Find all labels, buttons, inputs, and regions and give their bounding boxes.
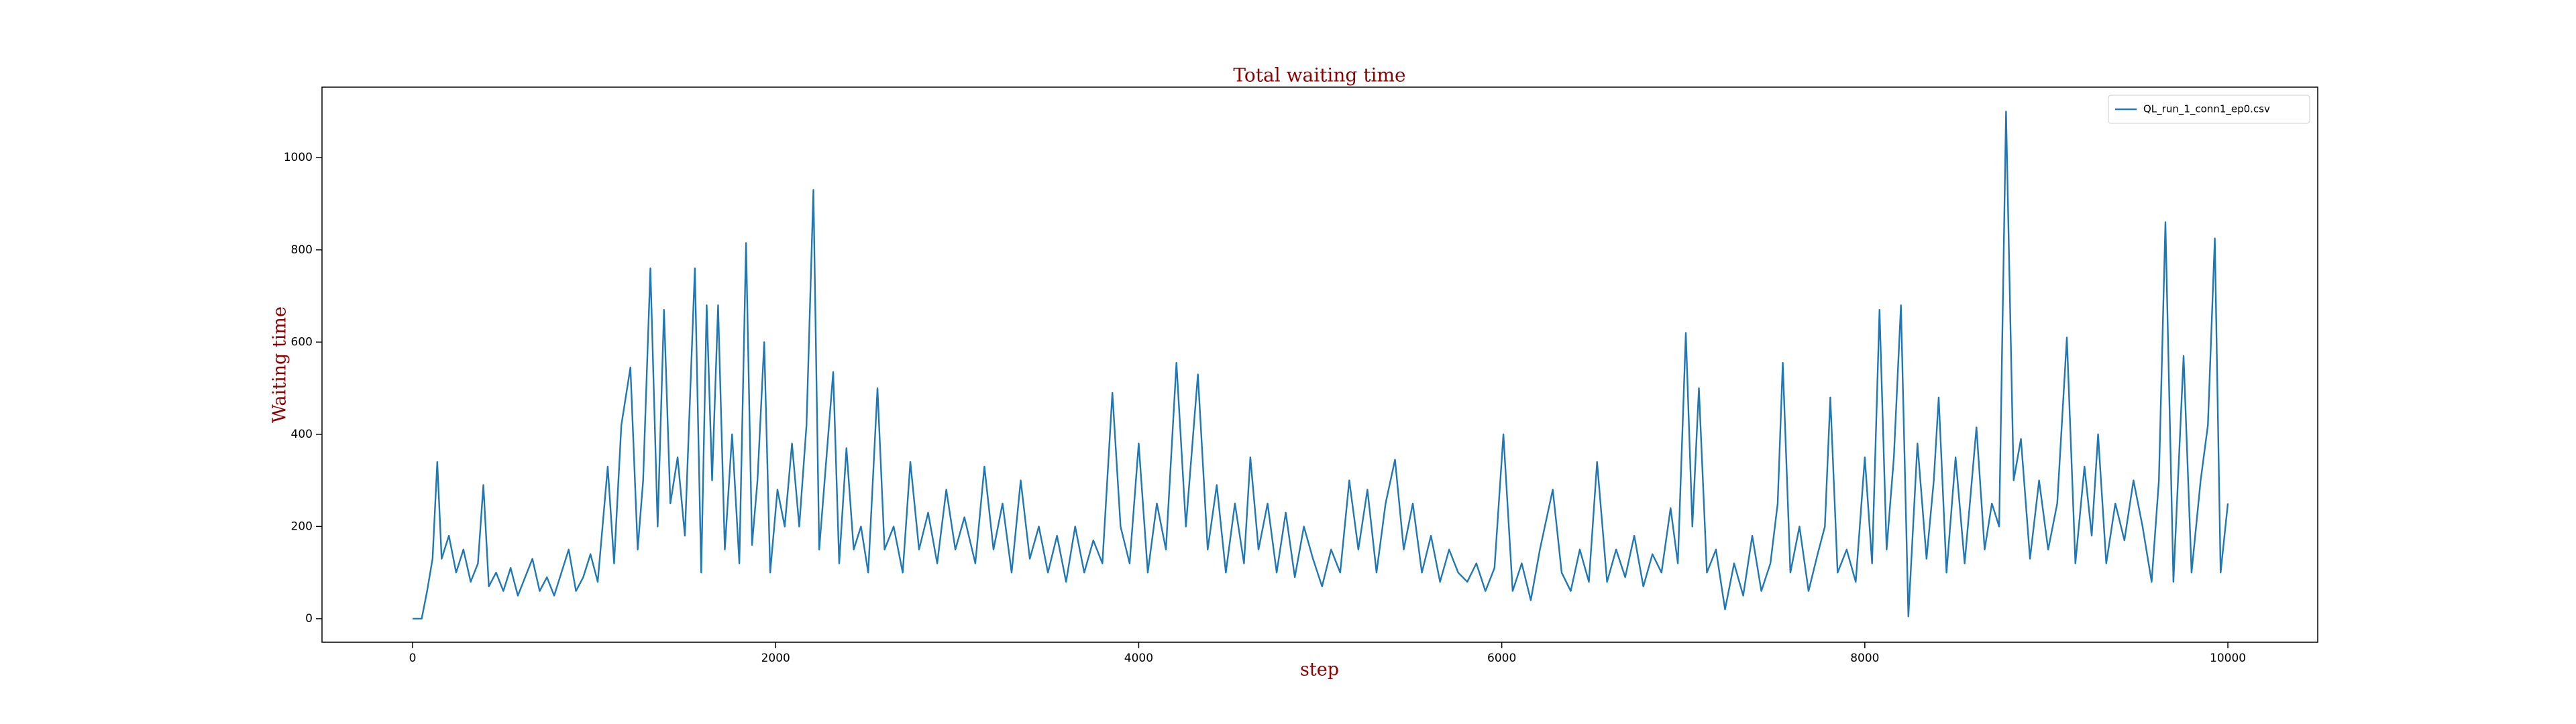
x-tick-label: 2000 (761, 652, 790, 665)
y-tick-label: 600 (291, 335, 313, 349)
y-tick-label: 400 (291, 428, 313, 441)
y-tick-label: 200 (291, 520, 313, 533)
y-tick-label: 0 (305, 612, 313, 625)
legend-box (2108, 95, 2310, 124)
y-axis-label: Waiting time (270, 306, 290, 423)
x-tick-label: 0 (409, 652, 417, 665)
x-tick-label: 8000 (1850, 652, 1879, 665)
x-tick-label: 10000 (2210, 652, 2246, 665)
legend: QL_run_1_conn1_ep0.csv (2108, 95, 2310, 124)
chart-title: Total waiting time (1233, 64, 1405, 86)
x-axis-label: step (1300, 660, 1339, 680)
x-tick-label: 4000 (1124, 652, 1153, 665)
y-tick-label: 800 (291, 243, 313, 257)
y-tick-label: 1000 (284, 151, 313, 164)
data-line (413, 111, 2229, 620)
legend-label: QL_run_1_conn1_ep0.csv (2143, 103, 2270, 116)
plot-frame (321, 86, 2318, 643)
x-tick-label: 6000 (1487, 652, 1516, 665)
